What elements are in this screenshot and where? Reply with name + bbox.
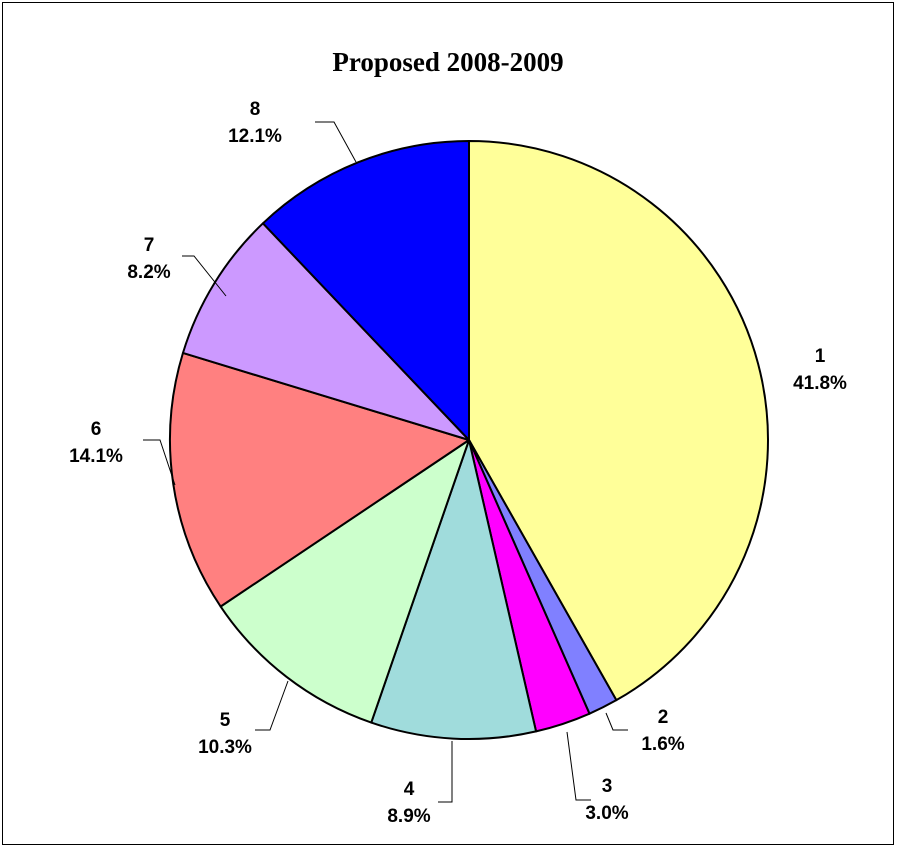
slice-category-label-1: 1 bbox=[815, 346, 826, 367]
slice-value-label-7: 8.2% bbox=[127, 262, 170, 283]
slice-labels: 1 41.8% 2 1.6% 3 3.0% 4 8.9% 5 10.3% 6 14.1% 7 8.2% 8 1… bbox=[69, 99, 847, 827]
slice-value-label-5: 10.3% bbox=[198, 737, 252, 758]
leader-line-8 bbox=[315, 121, 357, 163]
slice-value-label-1: 41.8% bbox=[793, 373, 847, 394]
chart-title: Proposed 2008-2009 bbox=[332, 47, 564, 77]
leader-line-3 bbox=[566, 731, 591, 801]
leader-line-4 bbox=[438, 741, 453, 803]
slice-value-label-2: 1.6% bbox=[641, 734, 684, 755]
slice-value-label-4: 8.9% bbox=[387, 806, 430, 827]
leader-line-2 bbox=[605, 712, 628, 731]
leader-line-5 bbox=[255, 680, 289, 731]
pie-slice-4 bbox=[370, 439, 538, 740]
leader-lines bbox=[143, 121, 628, 803]
slice-category-label-2: 2 bbox=[658, 707, 669, 728]
leader-line-6 bbox=[143, 439, 176, 486]
slice-value-label-3: 3.0% bbox=[585, 803, 628, 824]
slice-category-label-8: 8 bbox=[250, 99, 261, 120]
slice-category-label-6: 6 bbox=[91, 419, 102, 440]
slice-category-label-3: 3 bbox=[602, 776, 613, 797]
pie-slice-5 bbox=[219, 439, 470, 724]
slice-value-label-6: 14.1% bbox=[69, 446, 123, 467]
slice-category-label-7: 7 bbox=[144, 235, 155, 256]
pie-slice-7 bbox=[181, 222, 470, 441]
slice-category-label-5: 5 bbox=[220, 710, 231, 731]
slice-category-label-4: 4 bbox=[404, 779, 415, 800]
slice-value-label-8: 12.1% bbox=[228, 126, 282, 147]
pie-slice-6 bbox=[169, 351, 470, 608]
pie-slice-1 bbox=[468, 140, 769, 702]
leader-line-7 bbox=[182, 255, 227, 297]
pie-slice-8 bbox=[261, 140, 470, 441]
pie-slices bbox=[169, 140, 769, 740]
